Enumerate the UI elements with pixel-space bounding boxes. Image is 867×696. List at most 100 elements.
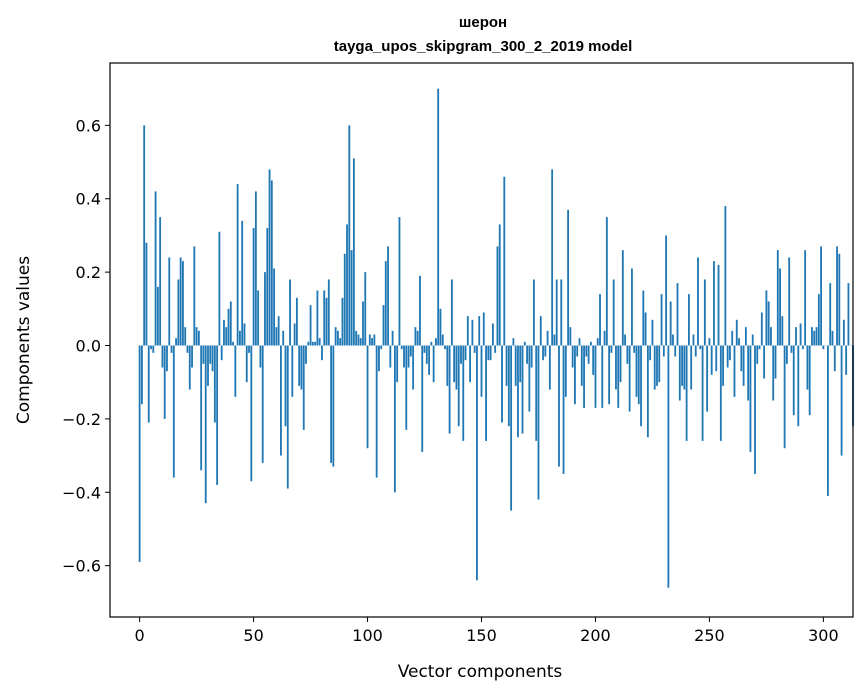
- bar: [220, 345, 223, 361]
- bar: [305, 345, 307, 364]
- bar: [318, 338, 321, 346]
- bar: [166, 345, 168, 372]
- bar: [357, 334, 360, 346]
- bar: [667, 345, 670, 588]
- bar: [806, 345, 809, 390]
- bar: [182, 261, 184, 346]
- bar: [466, 316, 469, 346]
- bar: [163, 345, 166, 419]
- bar: [373, 334, 376, 346]
- bar: [234, 345, 237, 397]
- bar: [631, 268, 633, 346]
- bar: [444, 345, 446, 350]
- bar: [375, 345, 378, 478]
- bar: [589, 341, 592, 346]
- bar: [797, 345, 800, 427]
- bar: [241, 220, 244, 346]
- bar: [811, 327, 813, 346]
- bar: [799, 323, 802, 346]
- bar: [544, 345, 547, 357]
- bar: [635, 345, 638, 397]
- bar: [487, 345, 490, 361]
- bar: [662, 345, 665, 357]
- y-tick-label: −0.6: [62, 557, 101, 576]
- bar: [653, 345, 656, 390]
- bar: [216, 345, 219, 485]
- bar: [715, 345, 718, 372]
- bar: [637, 345, 640, 405]
- bar: [469, 345, 472, 383]
- bar: [355, 330, 358, 346]
- bar: [309, 305, 312, 346]
- bar: [141, 345, 143, 405]
- bar: [275, 327, 278, 346]
- bar: [628, 345, 631, 412]
- y-axis-label: Components values: [14, 256, 34, 424]
- bar: [683, 345, 686, 390]
- y-tick-label: −0.4: [62, 483, 101, 502]
- bar: [507, 345, 510, 427]
- bar: [553, 334, 556, 346]
- bar: [343, 253, 346, 346]
- bar: [758, 345, 761, 350]
- bar: [250, 345, 253, 482]
- bar: [836, 246, 838, 346]
- bar: [731, 330, 734, 346]
- bar: [539, 316, 542, 346]
- bar: [147, 345, 150, 423]
- x-axis-label: Vector components: [398, 662, 563, 682]
- bar: [282, 330, 285, 346]
- bar: [352, 158, 355, 346]
- bar: [291, 345, 294, 397]
- bar: [378, 345, 380, 372]
- bar: [681, 345, 683, 386]
- bar: [535, 345, 538, 441]
- y-tick-label: 0.6: [76, 116, 101, 135]
- bar: [177, 279, 180, 346]
- bar: [384, 261, 387, 346]
- bar: [558, 345, 560, 467]
- bar: [567, 209, 570, 346]
- bar: [587, 345, 590, 364]
- y-axis-ticks: −0.6 −0.4 −0.2 0.0 0.2 0.4 0.6: [62, 116, 110, 576]
- bar: [138, 345, 141, 562]
- bar: [295, 297, 298, 346]
- bar: [193, 246, 196, 346]
- bar: [393, 345, 396, 493]
- bar: [790, 345, 793, 353]
- bar: [580, 345, 583, 386]
- bar: [619, 345, 622, 383]
- bar: [419, 275, 421, 346]
- bar: [330, 345, 332, 463]
- bar: [685, 345, 688, 441]
- bar: [437, 88, 440, 346]
- bar: [804, 250, 807, 346]
- bar: [245, 345, 248, 383]
- y-tick-label: 0.4: [76, 190, 101, 209]
- bar: [391, 330, 394, 346]
- bar: [236, 184, 239, 346]
- bar: [489, 345, 492, 361]
- bar: [382, 305, 385, 346]
- y-tick-label: 0.0: [76, 337, 101, 356]
- bar: [742, 345, 745, 386]
- bar: [603, 330, 606, 346]
- bar: [200, 345, 203, 471]
- bar: [503, 176, 506, 346]
- bar: [302, 345, 305, 430]
- bar: [225, 327, 228, 346]
- bar: [533, 279, 535, 346]
- bar: [576, 345, 579, 357]
- bar: [341, 297, 344, 346]
- bar: [494, 345, 497, 353]
- bar: [594, 345, 597, 408]
- bar: [223, 319, 225, 346]
- bar: [450, 279, 453, 346]
- bar: [564, 345, 567, 397]
- bar: [403, 345, 405, 368]
- bar: [145, 242, 148, 346]
- bar: [261, 345, 264, 463]
- bar: [829, 283, 832, 346]
- bar: [633, 345, 636, 353]
- bar: [706, 345, 709, 412]
